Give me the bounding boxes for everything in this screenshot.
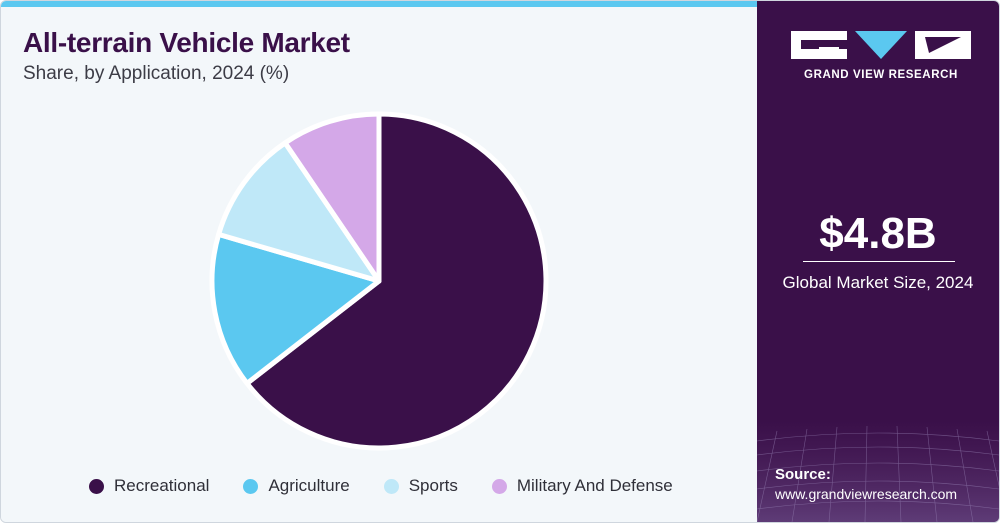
legend-label: Military And Defense	[516, 476, 673, 495]
legend-swatch-icon	[89, 478, 104, 494]
summary-panel: GRAND VIEW RESEARCH $4.8B Global Market …	[757, 1, 999, 522]
logo-mark-icon	[791, 31, 971, 59]
pie-slice-military-and-defense	[282, 111, 382, 284]
chart-subtitle: Share, by Application, 2024 (%)	[23, 63, 290, 84]
legend-label: Sports	[408, 476, 458, 495]
pie-slice-recreational	[244, 111, 549, 451]
legend-item-military-and-defense: Military And Defense	[491, 476, 673, 496]
chart-legend: Recreational Agriculture Sports Military An…	[89, 474, 707, 498]
market-size-caption: Global Market Size, 2024	[782, 273, 974, 292]
legend-label: Agriculture	[268, 476, 350, 495]
legend-label: Recreational	[114, 476, 210, 495]
logo-wordmark: GRAND VIEW RESEARCH	[804, 69, 958, 81]
legend-item-agriculture: Agriculture	[243, 476, 350, 496]
grand-view-research-logo: GRAND VIEW RESEARCH	[789, 29, 973, 85]
legend-item-sports: Sports	[383, 476, 458, 496]
legend-swatch-icon	[383, 478, 399, 494]
legend-swatch-icon	[243, 478, 259, 494]
source-url: www.grandviewresearch.com	[775, 486, 958, 502]
pie-slice-sports	[216, 140, 382, 284]
pie-chart	[209, 111, 549, 451]
market-size-value: $4.8B	[819, 209, 937, 258]
value-divider	[803, 261, 955, 262]
chart-title: All-terrain Vehicle Market	[23, 27, 350, 58]
legend-item-recreational: Recreational	[89, 476, 209, 496]
top-accent-bar	[1, 1, 757, 7]
source-label: Source:	[775, 466, 831, 483]
grid-background-graphic	[757, 421, 999, 522]
pie-slice-agriculture	[209, 231, 382, 386]
legend-swatch-icon	[491, 478, 507, 494]
chart-panel: All-terrain Vehicle Market Share, by App…	[1, 1, 757, 522]
